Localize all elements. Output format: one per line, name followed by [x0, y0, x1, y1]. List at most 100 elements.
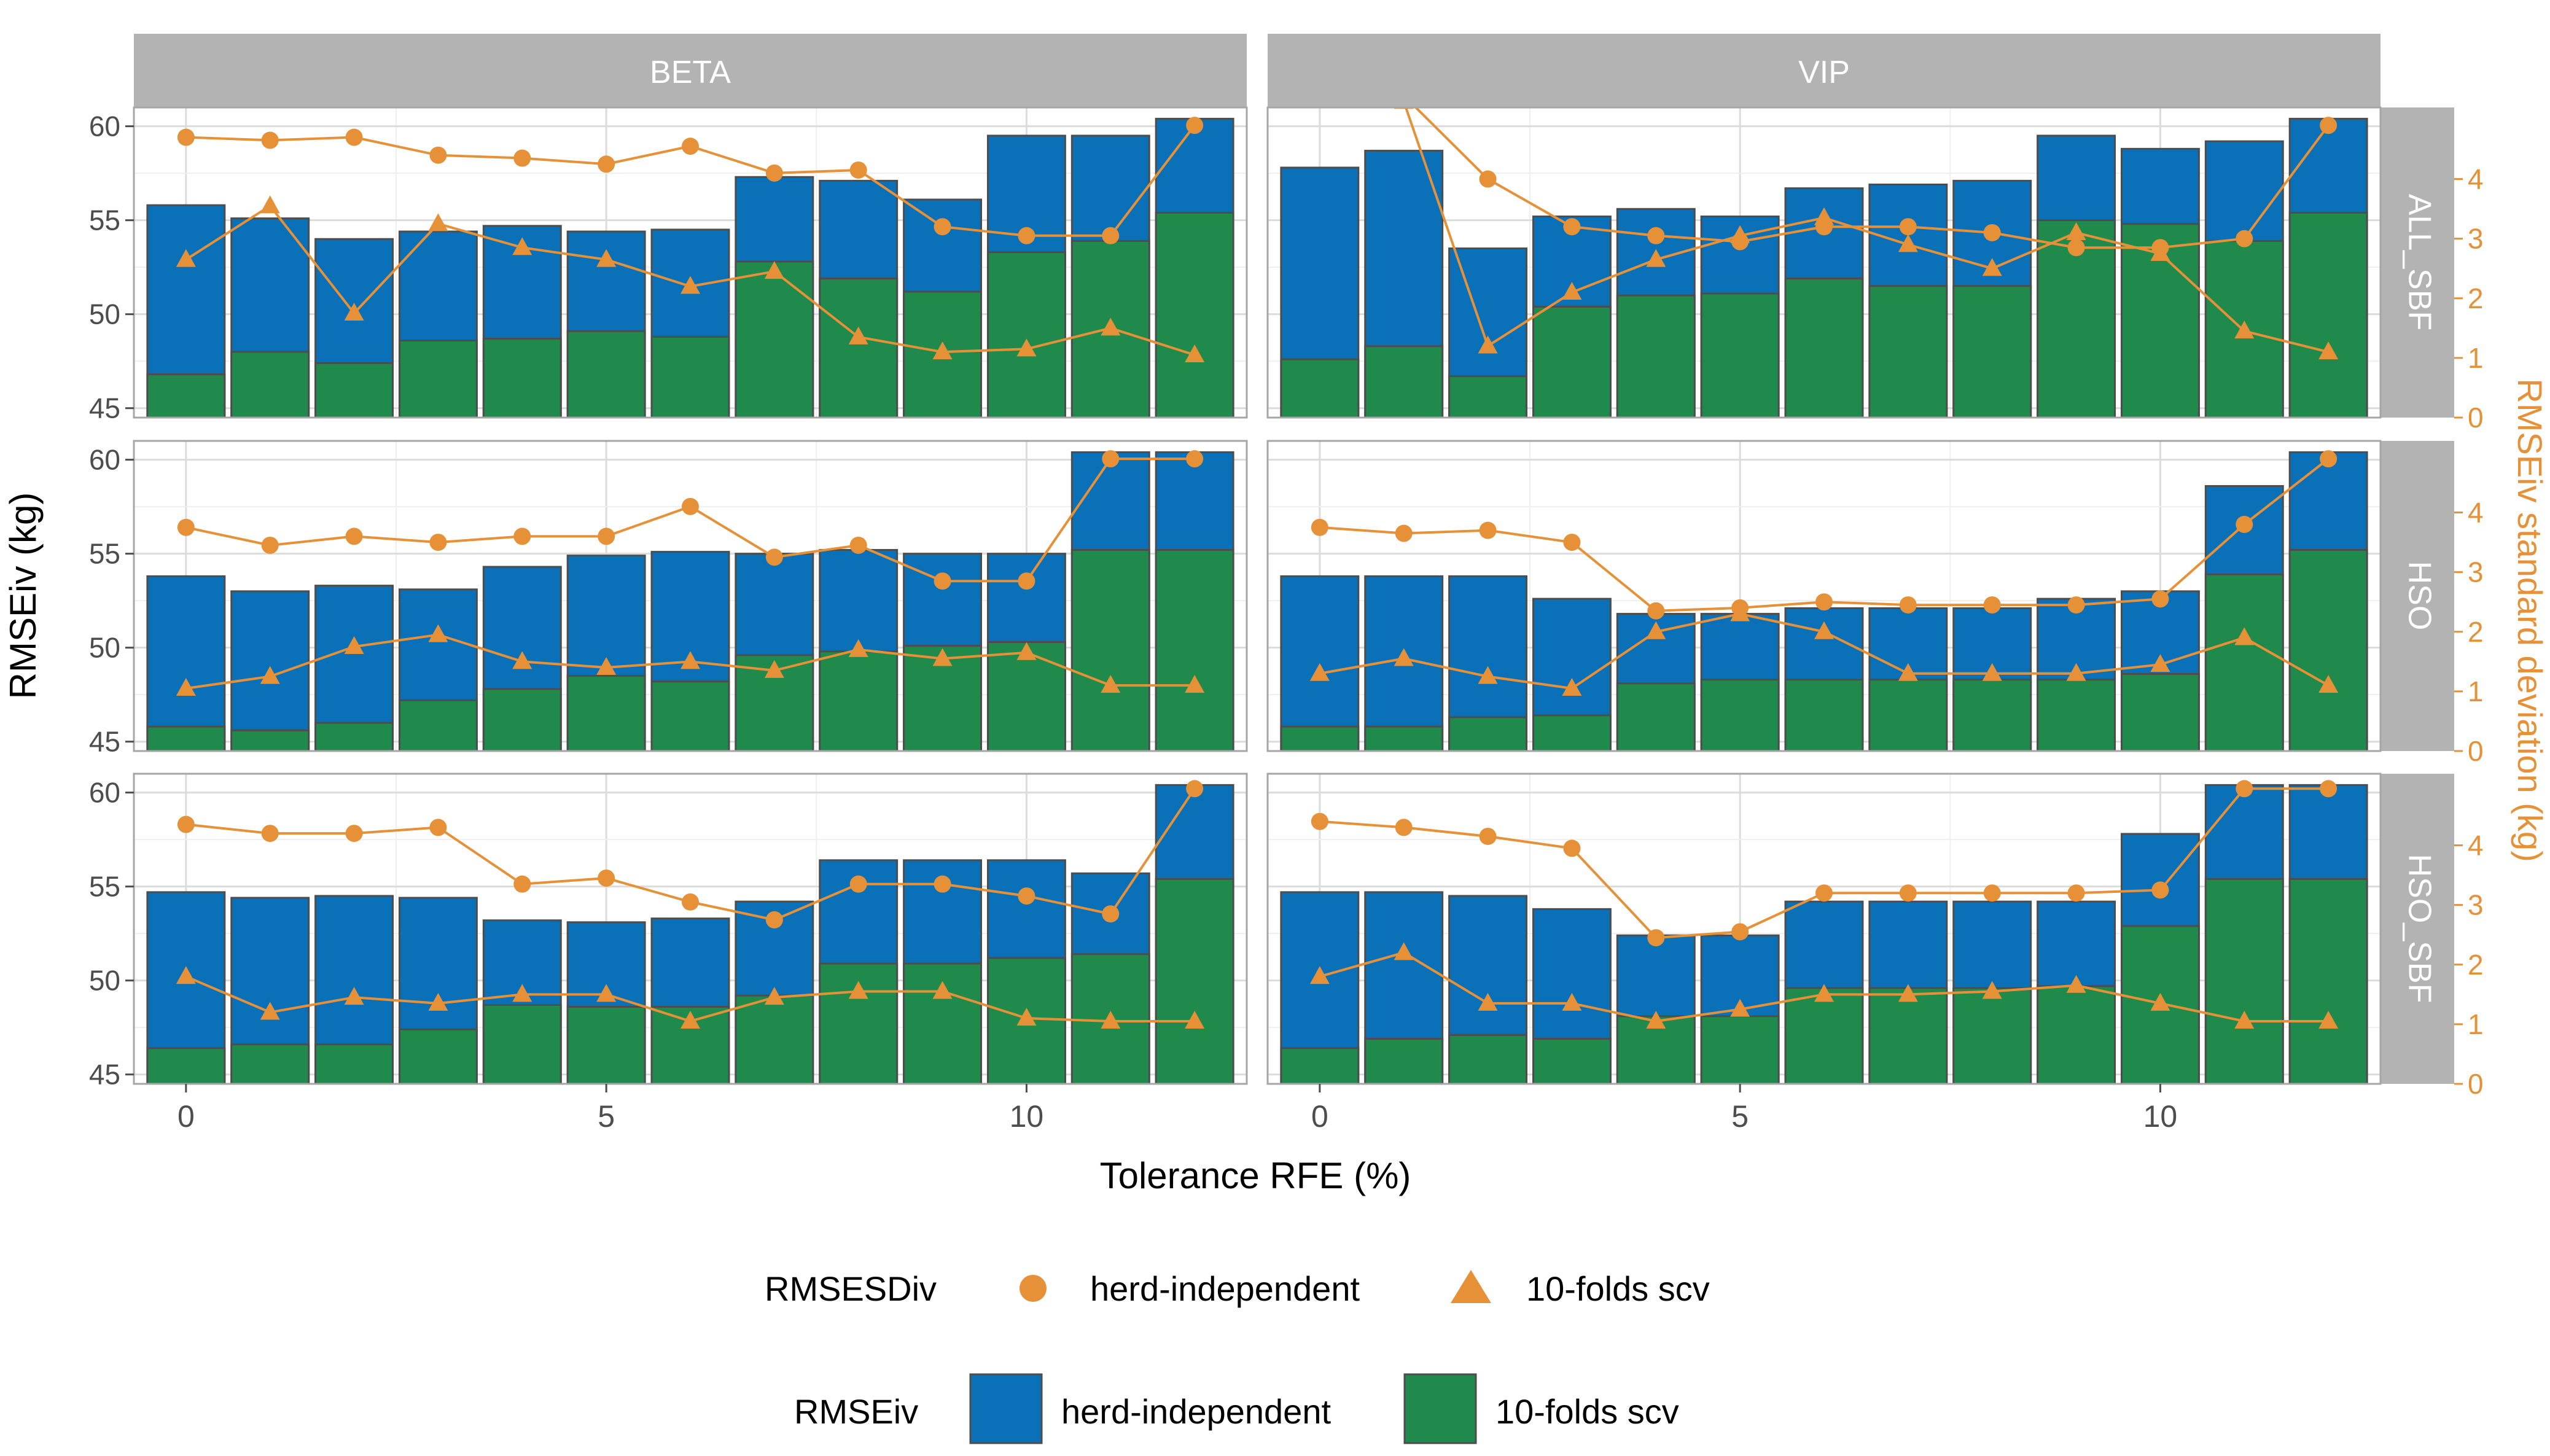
- point-sd-herd-independent: [345, 825, 363, 843]
- bar-herd-independent: [146, 575, 226, 752]
- legend-sd-title: RMSESDiv: [765, 1269, 937, 1308]
- point-sd-herd-independent: [598, 869, 615, 887]
- point-sd-10fold-scv: [2234, 1011, 2255, 1029]
- y-tick-label-right: 2: [2468, 616, 2484, 648]
- bar-10fold-scv: [1364, 725, 1444, 752]
- point-sd-10fold-scv: [932, 341, 953, 360]
- point-sd-herd-independent: [2151, 881, 2169, 899]
- point-sd-herd-independent: [1983, 224, 2001, 241]
- point-sd-herd-independent: [177, 518, 195, 536]
- point-sd-10fold-scv: [596, 657, 617, 675]
- point-sd-herd-independent: [429, 146, 447, 164]
- point-sd-10fold-scv: [2150, 654, 2170, 672]
- point-sd-10fold-scv: [932, 981, 953, 999]
- point-sd-10fold-scv: [1016, 642, 1037, 660]
- y-tick-label-left: 45: [89, 726, 120, 758]
- panel-border: [1266, 773, 2382, 1085]
- point-sd-10fold-scv: [1101, 1011, 1121, 1029]
- point-sd-10fold-scv: [176, 249, 196, 267]
- point-sd-10fold-scv: [1814, 621, 1834, 639]
- point-sd-herd-independent: [177, 816, 195, 833]
- bar-10fold-scv: [314, 1043, 394, 1085]
- point-sd-herd-independent: [2067, 884, 2085, 902]
- y-tick-label-right: 2: [2468, 282, 2484, 314]
- point-sd-10fold-scv: [596, 249, 617, 267]
- bar-10fold-scv: [482, 688, 562, 752]
- point-sd-10fold-scv: [1562, 282, 1582, 300]
- point-sd-herd-independent: [1102, 227, 1120, 244]
- point-sd-10fold-scv: [512, 984, 532, 1002]
- x-tick-label: 5: [598, 1099, 615, 1134]
- point-sd-herd-independent: [345, 528, 363, 545]
- bar-10fold-scv: [2288, 549, 2368, 752]
- point-sd-herd-independent: [598, 528, 615, 545]
- y-tick-label-right: 0: [2468, 735, 2484, 767]
- y-tick-label-left: 50: [89, 632, 120, 664]
- point-sd-herd-independent: [1479, 521, 1497, 539]
- bar-10fold-scv: [2120, 673, 2200, 752]
- panel-border: [1266, 106, 2382, 419]
- bar-10fold-scv: [314, 722, 394, 752]
- y-tick-label-left: 50: [89, 965, 120, 997]
- point-sd-herd-independent: [849, 536, 867, 554]
- bar-10fold-scv: [2288, 878, 2368, 1085]
- point-sd-herd-independent: [1647, 929, 1665, 947]
- point-sd-10fold-scv: [764, 660, 784, 678]
- bar-10fold-scv: [1070, 549, 1150, 752]
- point-sd-10fold-scv: [680, 651, 700, 669]
- point-sd-10fold-scv: [344, 303, 364, 321]
- y-axis-title-right: RMSEiv standard deviation (kg): [2511, 378, 2549, 862]
- panel-border: [133, 440, 1248, 752]
- point-sd-10fold-scv: [848, 981, 868, 999]
- bar-10fold-scv: [1784, 987, 1864, 1085]
- y-tick-label-right: 4: [2468, 830, 2484, 862]
- point-sd-herd-independent: [1018, 227, 1035, 244]
- panel-vip-all-sbf: [1266, 106, 2382, 419]
- point-sd-herd-independent: [1647, 227, 1665, 244]
- point-sd-herd-independent: [1186, 780, 1204, 798]
- y-tick-label-right: 3: [2468, 556, 2484, 588]
- legend-herd-swatch: [969, 1373, 1043, 1444]
- point-sd-10fold-scv: [1898, 984, 1918, 1002]
- bar-10fold-scv: [1155, 549, 1234, 752]
- bar-10fold-scv: [1448, 1034, 1528, 1085]
- point-sd-10fold-scv: [1101, 675, 1121, 693]
- bar-10fold-scv: [1532, 1038, 1612, 1085]
- strip-label-hso: HSO: [2401, 561, 2437, 631]
- point-sd-10fold-scv: [1982, 663, 2002, 681]
- bar-10fold-scv: [1364, 345, 1444, 419]
- point-sd-herd-independent: [765, 164, 783, 182]
- bar-10fold-scv: [1952, 285, 2032, 419]
- point-sd-herd-independent: [1311, 518, 1328, 536]
- y-tick-label-left: 55: [89, 538, 120, 570]
- point-sd-10fold-scv: [764, 261, 784, 279]
- point-sd-10fold-scv: [1562, 992, 1582, 1011]
- y-tick-label-right: 3: [2468, 223, 2484, 255]
- x-tick-label: 5: [1731, 1099, 1749, 1134]
- panel-beta-hso-sbf: [133, 773, 1248, 1085]
- bar-10fold-scv: [1700, 679, 1780, 752]
- panel-border: [133, 106, 1248, 419]
- point-sd-herd-independent: [2236, 515, 2253, 533]
- bar-10fold-scv: [230, 1043, 310, 1085]
- point-sd-10fold-scv: [1982, 981, 2002, 999]
- point-sd-herd-independent: [2320, 780, 2338, 798]
- legend-sd-herd-label: herd-independent: [1090, 1269, 1360, 1308]
- point-sd-10fold-scv: [2234, 627, 2255, 645]
- point-sd-herd-independent: [2236, 230, 2253, 247]
- point-sd-10fold-scv: [2318, 1011, 2339, 1029]
- y-tick-label-left: 55: [89, 204, 120, 236]
- point-sd-herd-independent: [1018, 887, 1035, 905]
- point-sd-herd-independent: [1731, 923, 1749, 941]
- sd-lines: [1309, 780, 2339, 1029]
- point-sd-herd-independent: [682, 138, 699, 155]
- point-sd-10fold-scv: [1478, 335, 1498, 354]
- point-sd-herd-independent: [934, 218, 951, 236]
- point-sd-herd-independent: [2067, 596, 2085, 614]
- point-sd-herd-independent: [1186, 117, 1204, 134]
- y-tick-label-right: 3: [2468, 889, 2484, 921]
- point-sd-herd-independent: [1563, 534, 1581, 551]
- y-tick-label-left: 45: [89, 1059, 120, 1091]
- point-sd-10fold-scv: [764, 987, 784, 1005]
- x-tick-label: 0: [1311, 1099, 1328, 1134]
